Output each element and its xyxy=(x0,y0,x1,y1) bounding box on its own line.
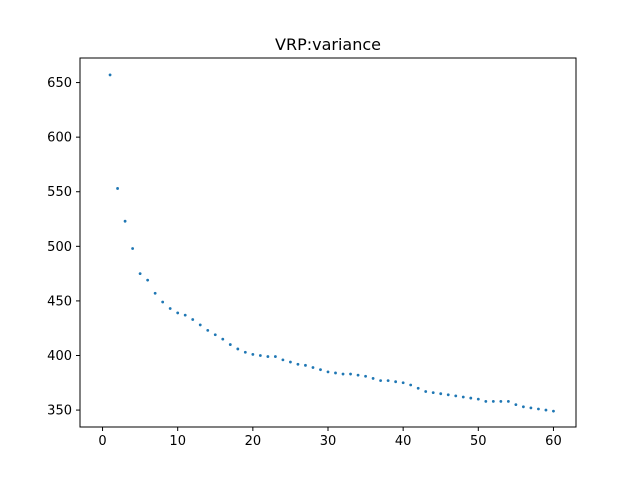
data-point xyxy=(469,396,473,400)
data-point xyxy=(273,355,277,358)
data-point xyxy=(537,407,540,411)
y-tick-label: 400 xyxy=(47,349,72,364)
data-point xyxy=(379,379,383,383)
y-tick-label: 350 xyxy=(47,404,72,419)
y-tick-label: 450 xyxy=(47,294,72,309)
data-point xyxy=(364,374,367,378)
data-point xyxy=(476,397,480,401)
data-point xyxy=(251,353,255,356)
x-tick-label: 10 xyxy=(169,434,186,449)
data-point xyxy=(326,370,330,374)
data-point xyxy=(258,354,262,357)
data-point xyxy=(296,362,300,366)
data-point xyxy=(319,368,322,372)
data-point xyxy=(198,323,202,327)
y-axis: 350 400 450 500 550 600 650 xyxy=(47,76,80,419)
data-point xyxy=(281,358,285,362)
plot-area xyxy=(79,57,577,428)
data-point xyxy=(116,187,119,190)
data-point xyxy=(439,392,443,396)
x-tick-label: 40 xyxy=(395,434,412,449)
data-point xyxy=(401,381,405,385)
data-point xyxy=(289,360,292,364)
data-point xyxy=(228,343,232,346)
x-tick-label: 60 xyxy=(545,434,562,449)
data-point xyxy=(424,390,428,393)
x-tick-label: 20 xyxy=(245,434,262,449)
data-point xyxy=(431,391,435,395)
data-point xyxy=(168,307,172,310)
y-tick-label: 550 xyxy=(47,185,72,200)
data-point xyxy=(108,73,112,77)
data-point xyxy=(341,372,345,376)
data-point xyxy=(454,394,458,398)
data-point xyxy=(356,373,360,377)
x-tick-label: 0 xyxy=(98,434,106,449)
data-point xyxy=(461,395,465,399)
data-point xyxy=(138,272,142,276)
data-point xyxy=(153,291,157,295)
data-point xyxy=(334,371,337,375)
data-point xyxy=(506,399,510,403)
data-point xyxy=(266,355,270,358)
data-point xyxy=(514,403,518,407)
data-point xyxy=(146,278,150,282)
x-tick-label: 30 xyxy=(320,434,337,449)
data-point xyxy=(371,377,375,380)
data-point xyxy=(521,405,525,409)
data-series xyxy=(108,73,555,413)
x-tick-label: 50 xyxy=(470,434,487,449)
data-point xyxy=(221,337,225,341)
data-point xyxy=(131,247,135,250)
data-point xyxy=(176,311,180,315)
data-point xyxy=(161,300,165,304)
y-tick-label: 600 xyxy=(47,131,72,146)
data-point xyxy=(206,328,210,332)
data-point xyxy=(191,318,195,321)
data-point xyxy=(236,347,240,351)
chart-title: VRP:variance xyxy=(275,35,381,54)
data-point xyxy=(304,363,307,367)
data-point xyxy=(529,406,533,410)
data-point xyxy=(213,333,217,337)
data-point xyxy=(243,350,247,354)
data-point xyxy=(544,408,548,412)
data-point xyxy=(491,399,495,403)
data-point xyxy=(386,379,390,383)
y-tick-label: 650 xyxy=(47,76,72,91)
data-point xyxy=(311,366,315,369)
data-point xyxy=(499,399,503,403)
data-point xyxy=(349,372,352,376)
data-point xyxy=(484,399,488,403)
data-point xyxy=(183,313,187,317)
data-point xyxy=(394,380,398,384)
x-axis: 0 10 20 30 40 50 60 xyxy=(98,427,562,449)
data-point xyxy=(416,386,420,390)
data-point xyxy=(409,383,413,387)
data-point xyxy=(552,409,555,413)
y-tick-label: 500 xyxy=(47,240,72,255)
data-point xyxy=(123,219,127,223)
data-point xyxy=(446,393,450,397)
